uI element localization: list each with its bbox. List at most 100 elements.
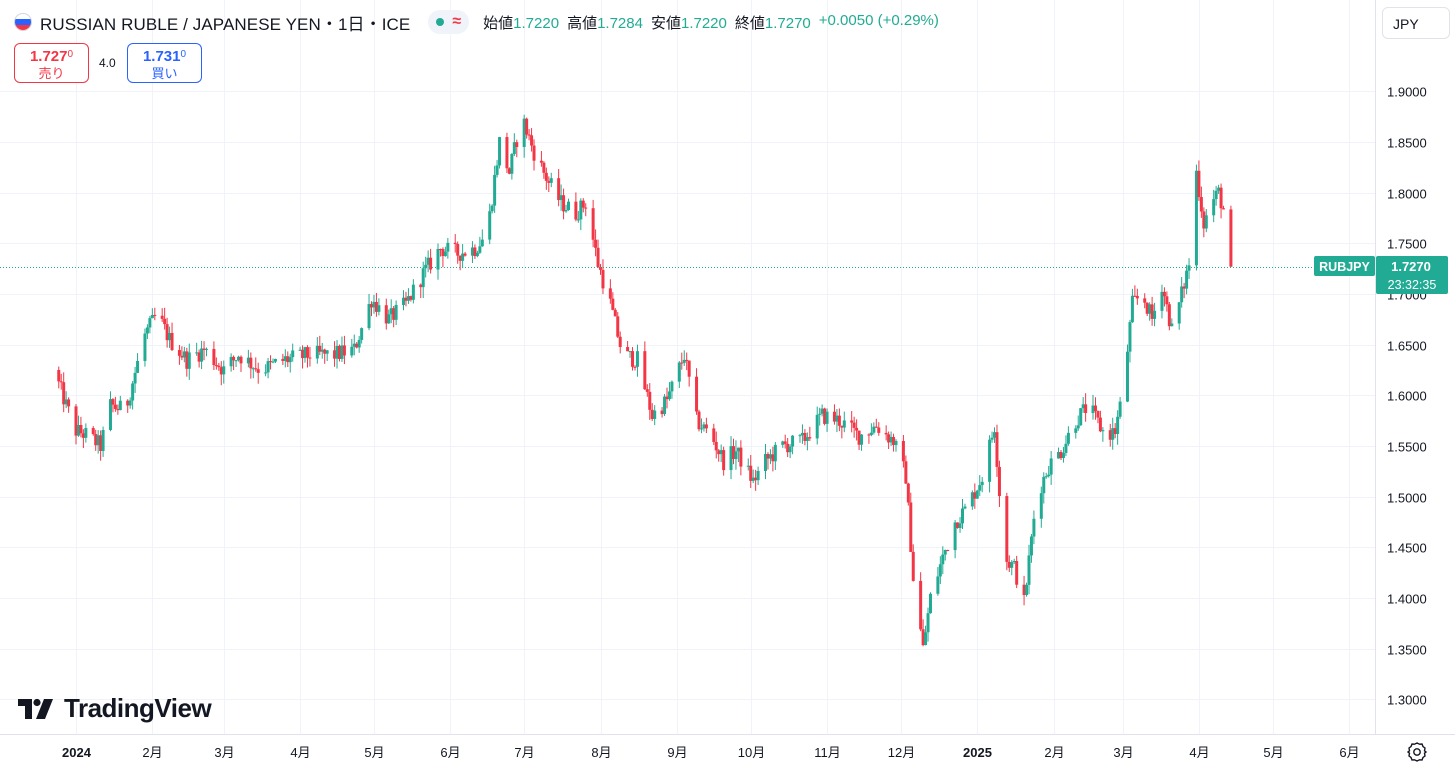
candle-body — [303, 347, 307, 359]
price-tick-label: 1.5500 — [1387, 440, 1427, 455]
candle-body — [544, 172, 548, 181]
time-tick-label: 6月 — [440, 745, 460, 760]
candle-body — [670, 381, 674, 392]
candle-body — [1197, 170, 1201, 198]
price-tick-label: 1.8000 — [1387, 187, 1427, 202]
candle-body — [1150, 304, 1154, 319]
candle-body — [522, 118, 526, 147]
candle-body — [961, 508, 964, 524]
candle-body — [101, 430, 105, 451]
candle-body — [872, 426, 876, 433]
candle-body — [426, 257, 430, 265]
candle-body — [74, 406, 78, 436]
candle-body — [988, 439, 992, 482]
sell-button[interactable]: 1.7270 売り — [14, 43, 89, 83]
buy-label: 買い — [151, 66, 178, 81]
candle-body — [286, 356, 290, 363]
candle-body — [781, 441, 785, 445]
candle-body — [904, 461, 908, 484]
candle-body — [214, 365, 218, 367]
candle-body — [574, 201, 578, 220]
price-tick-label: 1.9000 — [1387, 85, 1427, 100]
candle-body — [677, 362, 681, 382]
candle-body — [591, 208, 595, 240]
candle-body — [298, 349, 302, 351]
candle-body — [909, 502, 913, 552]
candle-body — [1170, 323, 1174, 327]
candle-body — [367, 304, 371, 329]
candle-body — [973, 492, 977, 499]
candle-body — [352, 343, 356, 347]
time-tick-label: 5月 — [364, 745, 384, 760]
settings-gear-icon[interactable] — [1406, 741, 1428, 763]
candle-body — [1187, 265, 1191, 271]
ohlc-values: 始値1.7220 高値1.7284 安値1.7220 終値1.7270 +0.0… — [483, 12, 939, 33]
candle-body — [64, 399, 68, 405]
candle-body — [409, 296, 413, 300]
market-status[interactable]: ≈ — [428, 10, 470, 34]
candle-body — [1015, 561, 1019, 585]
candle-body — [919, 580, 923, 630]
last-price-tag: RUBJPY 1.7270 23:32:35 — [1314, 256, 1448, 294]
candle-body — [493, 174, 497, 206]
candle-body — [1118, 401, 1122, 417]
candle-body — [584, 207, 588, 209]
high-value: 1.7284 — [597, 14, 643, 32]
legend: RUSSIAN RUBLE / JAPANESE YEN・1日・ICE ≈ 始値… — [14, 9, 939, 35]
candle-body — [355, 343, 359, 348]
price-tick-label: 1.3500 — [1387, 643, 1427, 658]
countdown-label: 23:32:35 — [1388, 278, 1437, 292]
candle-body — [1057, 452, 1061, 459]
time-tick-label: 5月 — [1263, 745, 1283, 760]
candle-body — [1229, 209, 1233, 267]
candle-body — [473, 247, 477, 257]
market-open-dot-icon — [436, 18, 445, 26]
candle-body — [990, 437, 994, 440]
candle-body — [680, 362, 684, 364]
candle-body — [411, 284, 415, 300]
candle-body — [1091, 405, 1095, 414]
candle-body — [1079, 408, 1083, 426]
candle-body — [599, 266, 603, 270]
candle-body — [628, 351, 632, 353]
time-tick-label: 3月 — [214, 745, 234, 760]
candle-body — [766, 453, 770, 459]
candle-body — [943, 549, 947, 555]
candle-body — [126, 400, 130, 406]
candle-body — [562, 195, 566, 212]
candle-body — [1081, 404, 1085, 409]
currency-button[interactable]: JPY — [1382, 7, 1450, 39]
candle-body — [1202, 211, 1206, 229]
candle-body — [419, 284, 423, 288]
candle-body — [860, 434, 864, 445]
candle-body — [1029, 536, 1033, 556]
buy-price: 1.731 — [142, 48, 181, 65]
symbol-tag-bg — [1314, 256, 1375, 276]
price-tick-label: 1.8500 — [1387, 136, 1427, 151]
candle-body — [370, 304, 373, 308]
candle-body — [165, 324, 169, 341]
candle-body — [145, 327, 149, 334]
tradingview-logo[interactable]: TradingView — [18, 693, 212, 724]
candle-body — [739, 447, 743, 467]
candle-body — [1185, 270, 1189, 289]
candle-body — [697, 411, 701, 430]
candle-body — [1219, 187, 1223, 209]
candle-body — [335, 345, 339, 359]
buy-button[interactable]: 1.7310 買い — [127, 43, 202, 83]
symbol-title[interactable]: RUSSIAN RUBLE / JAPANESE YEN・1日・ICE — [40, 14, 411, 34]
candle-body — [894, 440, 898, 446]
candle-body — [360, 328, 364, 340]
candle-body — [665, 396, 669, 400]
candle-body — [271, 361, 275, 363]
candle-body — [1113, 428, 1117, 434]
candle-body — [458, 255, 462, 261]
candle-body — [237, 356, 241, 361]
time-tick-label: 3月 — [1113, 745, 1133, 760]
time-tick-label: 8月 — [591, 745, 611, 760]
candle-body — [143, 333, 147, 361]
candle-body — [611, 298, 615, 310]
candle-body — [150, 314, 154, 319]
open-value: 1.7220 — [513, 14, 560, 32]
